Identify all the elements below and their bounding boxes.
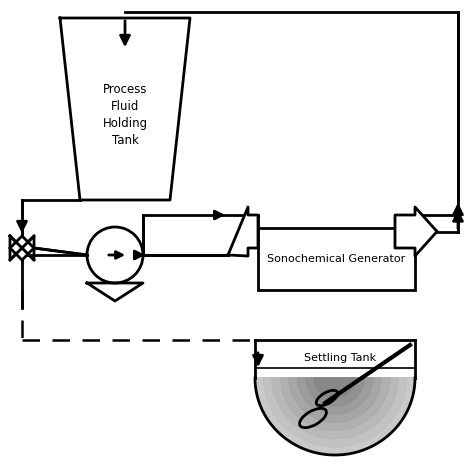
Polygon shape — [10, 236, 34, 260]
Polygon shape — [228, 207, 258, 256]
Text: Sonochemical Generator: Sonochemical Generator — [267, 254, 406, 264]
Polygon shape — [272, 378, 398, 439]
Polygon shape — [395, 207, 437, 256]
Polygon shape — [255, 378, 415, 455]
Bar — [258, 228, 415, 290]
Polygon shape — [298, 378, 373, 414]
Polygon shape — [315, 378, 356, 398]
Text: Settling Tank: Settling Tank — [304, 353, 376, 363]
Polygon shape — [281, 378, 390, 430]
PathPatch shape — [255, 378, 415, 455]
Text: Process
Fluid
Holding
Tank: Process Fluid Holding Tank — [102, 83, 147, 147]
Polygon shape — [264, 378, 407, 447]
Polygon shape — [289, 378, 381, 422]
Polygon shape — [306, 378, 364, 406]
Polygon shape — [255, 378, 415, 455]
